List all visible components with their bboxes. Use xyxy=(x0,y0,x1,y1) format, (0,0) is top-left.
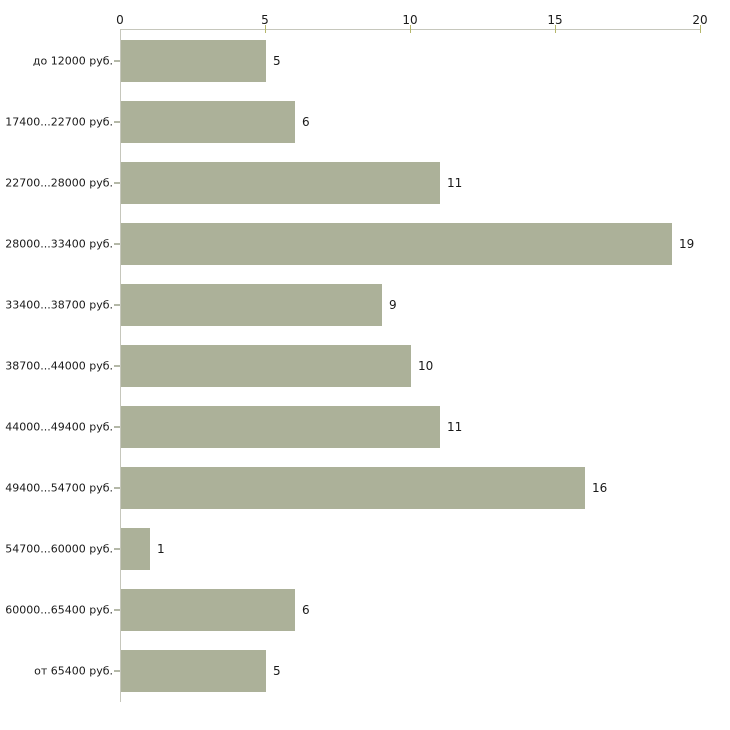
category-tick xyxy=(114,670,120,672)
x-tick-mark xyxy=(700,25,701,33)
bar-value-label: 5 xyxy=(273,53,281,68)
category-label: 22700...28000 руб. xyxy=(5,176,113,190)
x-tick-label: 20 xyxy=(692,13,708,27)
bar-value-label: 11 xyxy=(447,420,463,435)
bar-value-label: 11 xyxy=(447,175,463,190)
category-tick xyxy=(114,60,120,62)
category-label: от 65400 руб. xyxy=(34,664,113,678)
bar-value-label: 9 xyxy=(389,297,397,312)
bar xyxy=(121,40,266,82)
category-tick xyxy=(114,487,120,489)
bar xyxy=(121,650,266,692)
bar-value-label: 10 xyxy=(418,359,434,373)
category-label: 28000...33400 руб. xyxy=(5,237,113,251)
category-label: 33400...38700 руб. xyxy=(5,298,113,312)
category-tick xyxy=(114,304,120,306)
category-label: 44000...49400 руб. xyxy=(5,420,113,434)
bar xyxy=(121,467,585,509)
category-tick xyxy=(114,243,120,245)
x-tick-label: 10 xyxy=(402,13,418,27)
bar xyxy=(121,589,295,631)
category-label: 54700...60000 руб. xyxy=(5,542,113,556)
bar xyxy=(121,406,440,448)
bar-value-label: 1 xyxy=(157,542,165,557)
y-axis-line xyxy=(120,29,121,702)
x-tick-label: 5 xyxy=(261,13,269,27)
bar xyxy=(121,162,440,204)
category-tick xyxy=(114,548,120,550)
bar xyxy=(121,223,672,265)
bar-value-label: 6 xyxy=(302,114,310,129)
category-label: 60000...65400 руб. xyxy=(5,603,113,617)
bar-value-label: 16 xyxy=(592,481,608,496)
category-tick xyxy=(114,609,120,611)
bar xyxy=(121,528,150,570)
bar xyxy=(121,284,382,326)
bar xyxy=(121,101,295,143)
x-tick-mark xyxy=(410,25,411,33)
category-label: 17400...22700 руб. xyxy=(5,115,113,129)
x-tick-mark xyxy=(555,25,556,33)
x-tick-label: 0 xyxy=(116,13,124,27)
category-tick xyxy=(114,182,120,184)
bar-value-label: 6 xyxy=(302,603,310,618)
category-tick xyxy=(114,365,120,367)
category-tick xyxy=(114,426,120,428)
x-tick-label: 15 xyxy=(547,13,563,27)
bar-value-label: 5 xyxy=(273,664,281,679)
bar xyxy=(121,345,411,387)
category-label: 49400...54700 руб. xyxy=(5,481,113,495)
category-label: до 12000 руб. xyxy=(32,54,113,68)
x-tick-mark xyxy=(265,25,266,33)
bar-value-label: 19 xyxy=(679,236,695,251)
category-tick xyxy=(114,121,120,123)
category-label: 38700...44000 руб. xyxy=(5,359,113,373)
